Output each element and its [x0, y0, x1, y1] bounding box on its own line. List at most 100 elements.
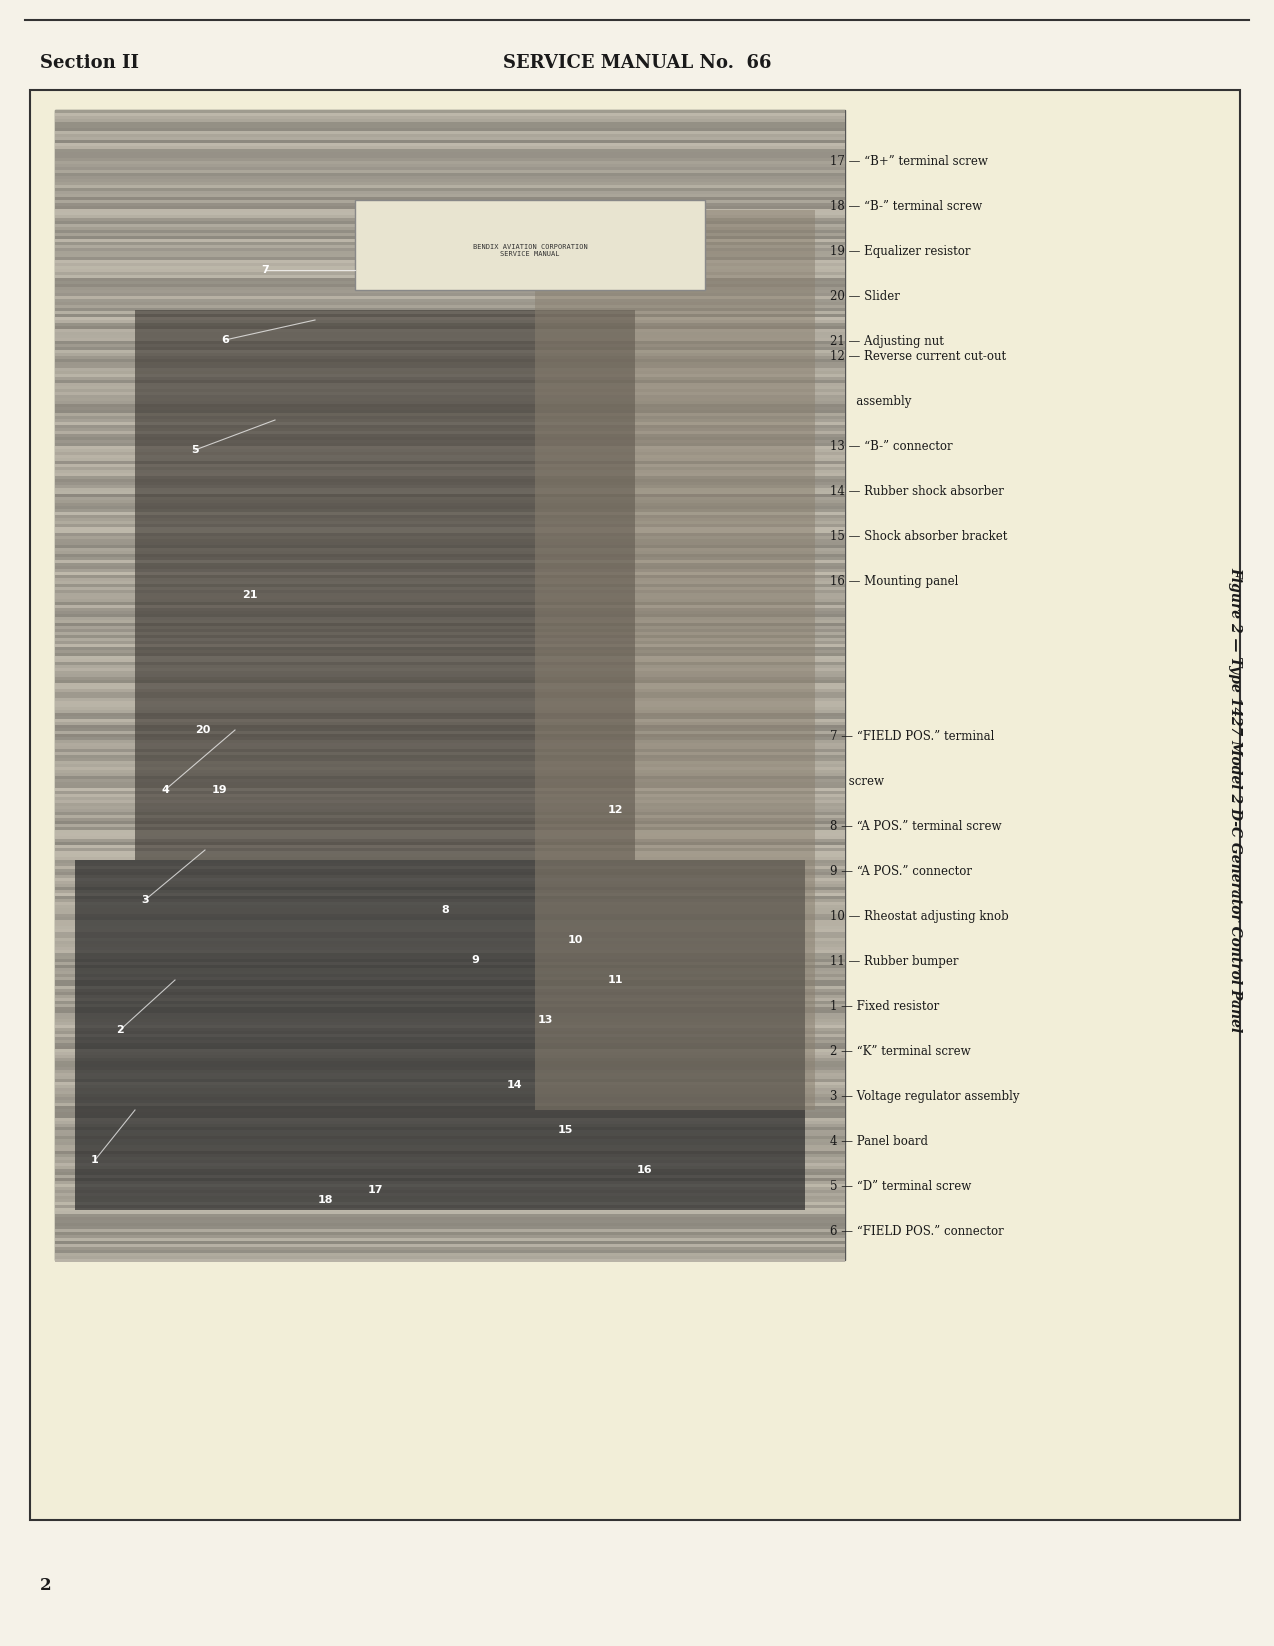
Bar [55, 821, 845, 825]
Bar [55, 994, 845, 997]
Bar [55, 625, 845, 629]
Bar [55, 632, 845, 635]
Bar [55, 742, 845, 746]
Bar [55, 1067, 845, 1070]
Bar [55, 658, 845, 662]
Bar [55, 1118, 845, 1121]
Bar [55, 431, 845, 435]
Bar [55, 114, 845, 115]
Text: 17: 17 [367, 1185, 382, 1195]
Bar [55, 551, 845, 555]
Bar [55, 1095, 845, 1096]
Bar [55, 188, 845, 191]
Bar [55, 234, 845, 235]
Bar [55, 388, 845, 392]
Bar [55, 1205, 845, 1208]
Bar [55, 128, 845, 132]
Bar [55, 1100, 845, 1103]
Bar [55, 137, 845, 140]
Bar [55, 263, 845, 267]
Text: 10 — Rheostat adjusting knob: 10 — Rheostat adjusting knob [829, 910, 1009, 923]
Bar [55, 482, 845, 486]
Bar [55, 825, 845, 826]
Text: 7 — “FIELD POS.” terminal: 7 — “FIELD POS.” terminal [829, 729, 995, 742]
Bar [55, 1253, 845, 1256]
Text: 2 — “K” terminal screw: 2 — “K” terminal screw [829, 1045, 971, 1058]
Text: 19 — Equalizer resistor: 19 — Equalizer resistor [829, 245, 971, 258]
Bar [55, 249, 845, 250]
Text: 1 — Fixed resistor: 1 — Fixed resistor [829, 1001, 939, 1012]
Bar [55, 1128, 845, 1131]
Text: 4 — Panel board: 4 — Panel board [829, 1136, 927, 1147]
Bar [55, 1109, 845, 1113]
Bar [55, 803, 845, 807]
Bar [55, 672, 845, 673]
Bar [55, 775, 845, 779]
Text: 6 — “FIELD POS.” connector: 6 — “FIELD POS.” connector [829, 1225, 1004, 1238]
Bar [55, 914, 845, 917]
Bar [55, 673, 845, 677]
Bar [55, 986, 845, 989]
Bar [55, 305, 845, 308]
Bar [55, 143, 845, 146]
Bar [55, 505, 845, 509]
Bar [55, 657, 845, 658]
Bar [55, 115, 845, 119]
Bar [55, 1076, 845, 1080]
Bar [55, 1081, 845, 1085]
Bar [55, 133, 845, 137]
Bar [55, 573, 845, 574]
Bar [55, 1259, 845, 1262]
Bar [55, 1154, 845, 1157]
Bar [55, 932, 845, 935]
Bar [55, 858, 845, 859]
Bar [55, 1234, 845, 1238]
Text: 6: 6 [222, 336, 229, 346]
Bar [55, 555, 845, 556]
Bar [55, 221, 845, 224]
Bar [55, 497, 845, 500]
Bar [55, 454, 845, 458]
Bar [55, 910, 845, 914]
Bar [55, 1208, 845, 1211]
Bar [55, 1007, 845, 1011]
Bar [55, 770, 845, 774]
Bar [55, 680, 845, 683]
Bar [55, 617, 845, 621]
Bar [55, 1030, 845, 1034]
Bar [55, 709, 845, 713]
Bar [55, 413, 845, 416]
Bar [55, 724, 845, 728]
Bar [55, 356, 845, 359]
Bar [55, 110, 845, 1259]
Bar [55, 1238, 845, 1241]
Bar [55, 344, 845, 347]
Bar [55, 1202, 845, 1205]
Bar [55, 691, 845, 695]
Bar [55, 622, 845, 625]
Bar [55, 1114, 845, 1118]
Bar [55, 866, 845, 869]
Bar [55, 737, 845, 741]
Bar [355, 201, 705, 290]
Bar [55, 296, 845, 300]
Bar [55, 523, 845, 527]
Bar [55, 125, 845, 128]
Bar [55, 596, 845, 599]
Bar [55, 486, 845, 487]
Bar [55, 472, 845, 476]
Bar [55, 723, 845, 724]
Bar [55, 653, 845, 657]
Bar [55, 719, 845, 723]
Bar [55, 314, 845, 318]
Bar [55, 1249, 845, 1253]
Bar [55, 494, 845, 497]
Bar [55, 530, 845, 533]
Bar [55, 151, 845, 155]
Bar [55, 946, 845, 950]
Bar [55, 1248, 845, 1249]
Bar [55, 797, 845, 800]
Bar [55, 1001, 845, 1004]
Bar [55, 311, 845, 314]
Bar [55, 1088, 845, 1091]
